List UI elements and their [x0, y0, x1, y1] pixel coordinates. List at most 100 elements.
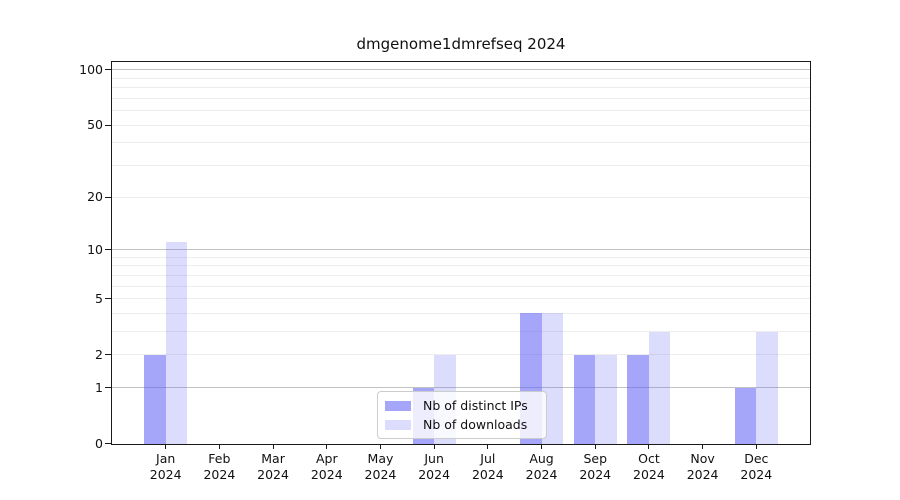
y-tick-label-5: 5: [95, 290, 103, 306]
x-tick-month-sep: Sep: [583, 451, 607, 466]
y-tick-10: [105, 249, 112, 250]
y-gridline-minor-5: [112, 298, 810, 300]
x-tick-aug: [541, 444, 543, 449]
x-tick-month-apr: Apr: [315, 451, 338, 466]
x-tick-year-may: 2024: [364, 466, 397, 482]
bar-nb-of-downloads-jan: [165, 242, 188, 444]
x-tick-label-apr: Apr 2024: [299, 451, 355, 482]
legend-item-distinct-ips: Nb of distinct IPs: [378, 396, 546, 415]
x-tick-year-sep: 2024: [579, 466, 612, 482]
x-tick-label-aug: Aug 2024: [514, 451, 570, 482]
x-tick-year-dec: 2024: [740, 466, 773, 482]
legend-swatch-downloads: [385, 419, 411, 430]
x-tick-nov: [702, 444, 704, 449]
x-tick-apr: [326, 444, 328, 449]
plot-area: Nb of distinct IPs Nb of downloads 0 1 2 5 1…: [79, 61, 811, 482]
x-tick-label-jul: Jul 2024: [460, 451, 516, 482]
x-tick-month-dec: Dec: [744, 451, 769, 466]
legend-item-downloads: Nb of downloads: [378, 415, 546, 434]
y-gridline-minor-40: [112, 142, 810, 144]
x-tick-year-nov: 2024: [686, 466, 719, 482]
x-tick-jul: [487, 444, 489, 449]
x-tick-month-aug: Aug: [529, 451, 554, 466]
y-gridline-minor-8: [112, 265, 810, 267]
x-tick-sep: [594, 444, 596, 449]
y-tick-label-0: 0: [95, 436, 103, 451]
y-gridline-minor-90: [112, 77, 810, 79]
y-tick-0: [105, 442, 112, 444]
y-gridline-minor-20: [112, 196, 810, 198]
y-gridline-minor-70: [112, 97, 810, 99]
x-tick-year-mar: 2024: [257, 466, 289, 482]
y-gridline-minor-6: [112, 285, 810, 287]
x-tick-label-jan: Jan 2024: [138, 451, 194, 482]
y-tick-label-1: 1: [95, 379, 103, 395]
legend-label-distinct-ips: Nb of distinct IPs: [423, 398, 528, 413]
y-gridline-minor-3: [112, 331, 810, 333]
x-tick-year-jan: 2024: [149, 466, 182, 482]
x-tick-jun: [433, 444, 435, 449]
x-tick-month-nov: Nov: [690, 451, 715, 466]
y-tick-label-10: 10: [87, 241, 103, 257]
bar-nb-of-downloads-sep: [595, 354, 617, 444]
bar-nb-of-downloads-oct: [648, 331, 671, 444]
x-tick-label-may: May 2024: [352, 451, 408, 482]
legend-swatch-distinct-ips: [385, 400, 411, 411]
y-tick-label-2: 2: [95, 346, 103, 362]
y-gridline-minor-30: [112, 164, 810, 166]
y-gridline-minor-4: [112, 312, 810, 314]
legend-label-downloads: Nb of downloads: [423, 417, 528, 432]
x-tick-jan: [165, 444, 167, 449]
x-tick-month-jul: Jul: [480, 451, 496, 466]
y-tick-1: [105, 387, 112, 389]
y-tick-2: [105, 354, 112, 356]
y-tick-label-100: 100: [79, 61, 103, 77]
x-tick-month-feb: Feb: [208, 451, 231, 466]
x-tick-label-nov: Nov 2024: [675, 451, 731, 482]
y-tick-100: [105, 69, 112, 71]
y-tick-label-50: 50: [87, 117, 103, 133]
x-tick-feb: [218, 444, 220, 449]
x-tick-label-oct: Oct 2024: [621, 451, 677, 482]
y-tick-5: [105, 298, 112, 300]
bar-nb-of-distinct-ips-sep: [573, 354, 596, 444]
x-tick-month-mar: Mar: [261, 451, 285, 466]
x-tick-year-feb: 2024: [203, 466, 236, 482]
x-tick-label-sep: Sep 2024: [567, 451, 623, 482]
legend: Nb of distinct IPs Nb of downloads: [377, 391, 547, 439]
bar-nb-of-distinct-ips-jan: [144, 354, 166, 444]
y-gridline-minor-2: [112, 354, 810, 356]
y-gridline-major-10: [112, 249, 810, 250]
y-tick-50: [105, 124, 112, 126]
y-gridline-minor-50: [112, 124, 810, 126]
chart-title: dmgenome1dmrefseq 2024: [356, 35, 566, 53]
bar-nb-of-downloads-dec: [756, 331, 778, 444]
x-tick-label-feb: Feb 2024: [191, 451, 247, 482]
bar-nb-of-distinct-ips-dec: [734, 387, 757, 444]
x-tick-month-may: May: [367, 451, 394, 466]
x-tick-month-oct: Oct: [638, 451, 660, 466]
y-tick-20: [105, 196, 112, 198]
x-tick-month-jun: Jun: [424, 451, 444, 466]
x-tick-mar: [272, 444, 274, 449]
y-gridline-major-1: [112, 387, 810, 389]
y-gridline-minor-7: [112, 274, 810, 276]
x-tick-label-mar: Mar 2024: [245, 451, 301, 482]
x-tick-year-oct: 2024: [633, 466, 665, 482]
x-tick-year-jun: 2024: [418, 466, 451, 482]
x-tick-month-jan: Jan: [156, 451, 176, 466]
x-tick-label-jun: Jun 2024: [406, 451, 462, 482]
y-gridline-minor-60: [112, 110, 810, 112]
x-tick-year-jul: 2024: [471, 466, 504, 482]
x-tick-year-apr: 2024: [310, 466, 343, 482]
x-tick-may: [379, 444, 381, 449]
y-gridline-minor-9: [112, 256, 810, 258]
bar-nb-of-distinct-ips-oct: [627, 354, 649, 444]
x-tick-oct: [648, 444, 650, 449]
y-tick-label-20: 20: [87, 189, 103, 205]
x-tick-label-dec: Dec 2024: [728, 451, 784, 482]
y-gridline-major-100: [112, 69, 810, 71]
y-gridline-minor-80: [112, 87, 810, 89]
x-tick-year-aug: 2024: [525, 466, 558, 482]
